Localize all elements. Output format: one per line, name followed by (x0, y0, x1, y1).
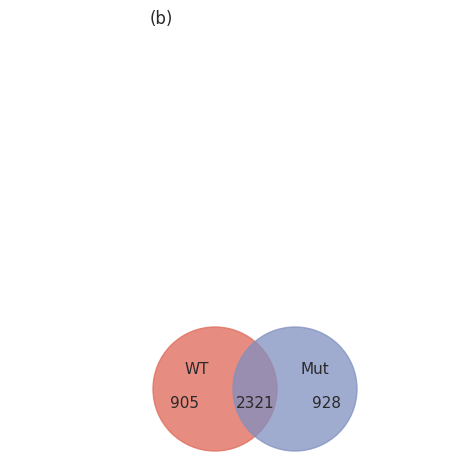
Text: 905: 905 (171, 396, 200, 411)
Circle shape (153, 327, 277, 451)
Text: WT: WT (185, 362, 209, 376)
Text: 928: 928 (312, 396, 341, 411)
Text: 2321: 2321 (236, 396, 274, 411)
Text: Mut: Mut (301, 362, 329, 376)
Circle shape (233, 327, 357, 451)
Text: (b): (b) (150, 10, 173, 28)
